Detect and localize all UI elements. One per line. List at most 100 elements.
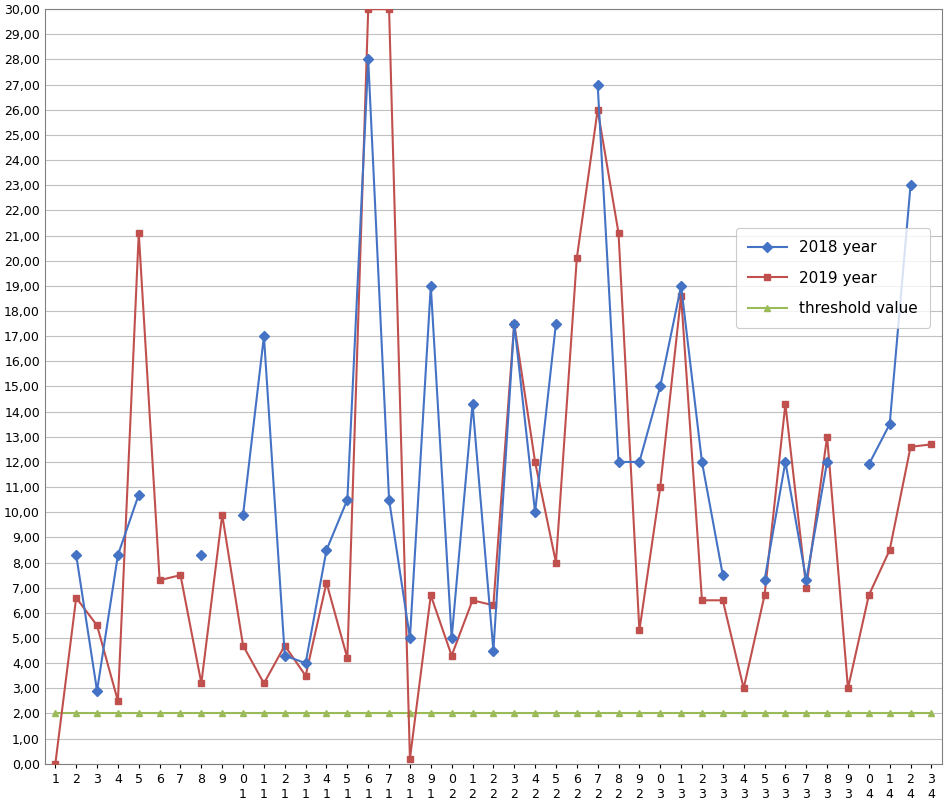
2018 year bbox=[300, 658, 311, 668]
threshold value bbox=[551, 708, 562, 718]
2019 year bbox=[196, 679, 207, 688]
2019 year bbox=[905, 442, 917, 452]
2019 year bbox=[884, 545, 895, 555]
2018 year bbox=[237, 510, 249, 519]
2019 year bbox=[217, 510, 228, 519]
threshold value bbox=[655, 708, 666, 718]
2019 year bbox=[738, 683, 749, 693]
2018 year bbox=[404, 634, 415, 643]
2019 year bbox=[237, 641, 249, 650]
2019 year bbox=[466, 596, 478, 605]
Legend: 2018 year, 2019 year, threshold value: 2018 year, 2019 year, threshold value bbox=[736, 228, 930, 328]
threshold value bbox=[425, 708, 436, 718]
2018 year bbox=[800, 576, 812, 585]
2018 year bbox=[466, 399, 478, 409]
2019 year bbox=[92, 621, 103, 630]
threshold value bbox=[821, 708, 832, 718]
threshold value bbox=[863, 708, 874, 718]
2018 year bbox=[321, 545, 332, 555]
2018 year bbox=[425, 281, 436, 291]
2019 year bbox=[530, 457, 541, 467]
threshold value bbox=[404, 708, 415, 718]
threshold value bbox=[884, 708, 895, 718]
threshold value bbox=[696, 708, 708, 718]
2019 year bbox=[154, 576, 166, 585]
2018 year bbox=[92, 686, 103, 696]
2018 year bbox=[279, 650, 290, 660]
threshold value bbox=[842, 708, 853, 718]
threshold value bbox=[466, 708, 478, 718]
threshold value bbox=[717, 708, 728, 718]
2019 year bbox=[634, 625, 645, 635]
2018 year bbox=[488, 646, 499, 655]
threshold value bbox=[113, 708, 124, 718]
Line: 2019 year: 2019 year bbox=[52, 6, 935, 767]
threshold value bbox=[258, 708, 270, 718]
threshold value bbox=[49, 708, 61, 718]
threshold value bbox=[800, 708, 812, 718]
Line: threshold value: threshold value bbox=[52, 710, 935, 717]
2019 year bbox=[926, 440, 937, 449]
threshold value bbox=[905, 708, 917, 718]
threshold value bbox=[488, 708, 499, 718]
threshold value bbox=[759, 708, 770, 718]
2018 year bbox=[342, 495, 353, 505]
2019 year bbox=[863, 590, 874, 600]
2019 year bbox=[551, 558, 562, 568]
2018 year bbox=[863, 460, 874, 469]
2019 year bbox=[113, 696, 124, 706]
2019 year bbox=[759, 590, 770, 600]
2018 year bbox=[446, 634, 457, 643]
2019 year bbox=[842, 683, 853, 693]
2019 year bbox=[258, 679, 270, 688]
threshold value bbox=[926, 708, 937, 718]
2018 year bbox=[592, 80, 604, 89]
threshold value bbox=[321, 708, 332, 718]
2018 year bbox=[613, 457, 624, 467]
threshold value bbox=[383, 708, 394, 718]
2018 year bbox=[258, 332, 270, 341]
threshold value bbox=[175, 708, 186, 718]
2018 year bbox=[530, 507, 541, 517]
threshold value bbox=[237, 708, 249, 718]
2018 year bbox=[675, 281, 687, 291]
2019 year bbox=[696, 596, 708, 605]
threshold value bbox=[613, 708, 624, 718]
threshold value bbox=[300, 708, 311, 718]
threshold value bbox=[509, 708, 520, 718]
threshold value bbox=[780, 708, 791, 718]
2019 year bbox=[571, 254, 583, 263]
threshold value bbox=[217, 708, 228, 718]
2019 year bbox=[362, 4, 374, 14]
2019 year bbox=[175, 570, 186, 580]
2018 year bbox=[905, 180, 917, 190]
2019 year bbox=[821, 432, 832, 442]
threshold value bbox=[154, 708, 166, 718]
2019 year bbox=[49, 759, 61, 769]
2019 year bbox=[613, 228, 624, 237]
threshold value bbox=[446, 708, 457, 718]
2018 year bbox=[696, 457, 708, 467]
2019 year bbox=[800, 583, 812, 592]
2018 year bbox=[634, 457, 645, 467]
threshold value bbox=[592, 708, 604, 718]
threshold value bbox=[571, 708, 583, 718]
threshold value bbox=[92, 708, 103, 718]
threshold value bbox=[634, 708, 645, 718]
2018 year bbox=[551, 319, 562, 328]
2018 year bbox=[71, 550, 82, 559]
2019 year bbox=[446, 650, 457, 660]
2018 year bbox=[113, 550, 124, 559]
2019 year bbox=[383, 4, 394, 14]
2018 year bbox=[884, 419, 895, 429]
2019 year bbox=[675, 291, 687, 301]
2018 year bbox=[362, 55, 374, 64]
threshold value bbox=[738, 708, 749, 718]
2019 year bbox=[780, 399, 791, 409]
2018 year bbox=[780, 457, 791, 467]
2019 year bbox=[71, 593, 82, 603]
2019 year bbox=[404, 754, 415, 764]
threshold value bbox=[196, 708, 207, 718]
2018 year bbox=[133, 489, 145, 499]
2019 year bbox=[509, 319, 520, 328]
